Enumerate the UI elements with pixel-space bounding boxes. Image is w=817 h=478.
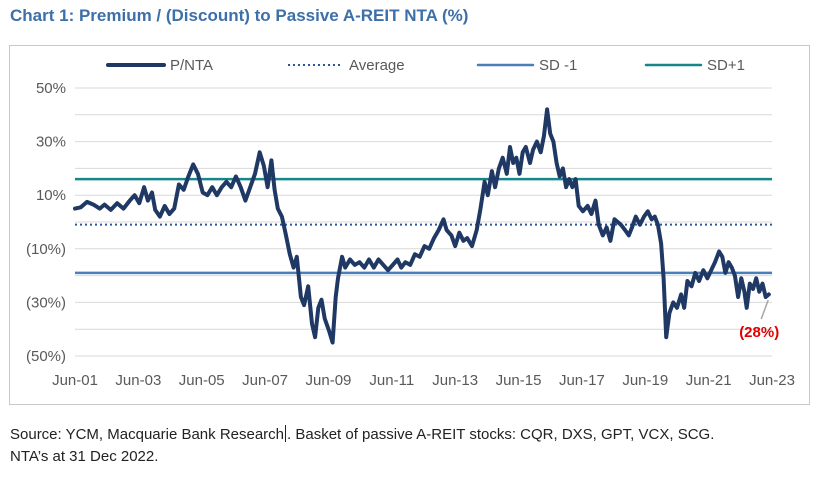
x-tick-label: Jun-11 bbox=[369, 372, 414, 389]
source-note: Source: YCM, Macquarie Bank Research. Ba… bbox=[10, 424, 810, 468]
y-tick-label: (30%) bbox=[26, 294, 66, 311]
x-tick-label: Jun-23 bbox=[749, 372, 795, 389]
chart-frame: 50% 30% 10% (10%) (30%) (50%) Jun-01 Jun-03 Jun-… bbox=[9, 45, 810, 405]
legend-label: P/NTA bbox=[170, 57, 213, 74]
legend-label: Average bbox=[349, 57, 405, 74]
text-cursor bbox=[285, 425, 287, 442]
legend-label: SD -1 bbox=[539, 57, 577, 74]
legend-label: SD+1 bbox=[707, 57, 745, 74]
chart-svg: 50% 30% 10% (10%) (30%) (50%) Jun-01 Jun-03 Jun-… bbox=[26, 57, 795, 389]
y-tick-label: 10% bbox=[36, 187, 66, 204]
x-tick-label: Jun-09 bbox=[306, 372, 352, 389]
x-tick-label: Jun-07 bbox=[242, 372, 288, 389]
x-tick-label: Jun-13 bbox=[432, 372, 478, 389]
y-tick-label: (50%) bbox=[26, 348, 66, 365]
source-text-1: Source: YCM, Macquarie Bank Research bbox=[10, 426, 285, 443]
series-line-pnta bbox=[73, 107, 771, 345]
x-tick-label: Jun-03 bbox=[115, 372, 161, 389]
y-tick-label: (10%) bbox=[26, 241, 66, 258]
x-tick-label: Jun-05 bbox=[179, 372, 225, 389]
y-tick-label: 50% bbox=[36, 80, 66, 97]
x-tick-label: Jun-01 bbox=[52, 372, 98, 389]
x-tick-label: Jun-17 bbox=[559, 372, 605, 389]
source-text-3: NTA’s at 31 Dec 2022. bbox=[10, 448, 159, 465]
x-tick-label: Jun-21 bbox=[686, 372, 732, 389]
x-tick-label: Jun-15 bbox=[496, 372, 542, 389]
x-tick-label: Jun-19 bbox=[622, 372, 668, 389]
y-tick-label: 30% bbox=[36, 134, 66, 151]
source-text-2: . Basket of passive A-REIT stocks: CQR, … bbox=[287, 426, 715, 443]
annotation-leader bbox=[760, 299, 769, 320]
annotation-label: (28%) bbox=[739, 324, 779, 341]
chart-title: Chart 1: Premium / (Discount) to Passive… bbox=[10, 6, 469, 25]
